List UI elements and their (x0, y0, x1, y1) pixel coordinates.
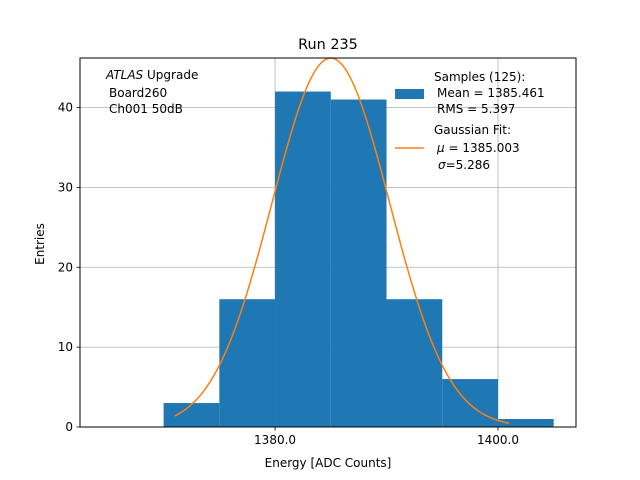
legend-fit-sigma: σ=5.286 (438, 158, 490, 172)
annotation-line-2: Board260 (109, 86, 167, 100)
legend-fit-title: Gaussian Fit: (434, 123, 511, 137)
histogram-bar (386, 299, 443, 427)
legend-bar-swatch (395, 89, 424, 99)
annotation-experiment: ATLAS (105, 68, 144, 82)
histogram-bar (330, 99, 387, 427)
y-tick-label: 0 (65, 420, 73, 434)
legend-samples-rms: RMS = 5.397 (437, 102, 515, 116)
axis-ticks: 1380.0 1400.0 0 10 20 30 40 (58, 101, 519, 447)
legend-samples-mean: Mean = 1385.461 (437, 86, 545, 100)
y-tick-label: 40 (58, 101, 73, 115)
legend-samples-title: Samples (125): (434, 70, 525, 84)
gaussian-fit-layer (174, 57, 510, 424)
x-tick-label: 1380.0 (254, 433, 296, 447)
chart-title: Run 235 (298, 37, 358, 53)
legend: Samples (125): Mean = 1385.461 RMS = 5.3… (395, 70, 545, 172)
y-tick-label: 20 (58, 260, 73, 274)
histogram-bar (219, 299, 276, 427)
histogram-bars (163, 91, 554, 427)
y-tick-label: 10 (58, 340, 73, 354)
legend-fit-mu: μ = 1385.003 (436, 141, 520, 155)
annotation-line-3: Ch001 50dB (109, 102, 183, 116)
gaussian-fit-curve (174, 57, 510, 424)
y-axis-label: Entries (33, 223, 47, 265)
histogram-bar (497, 419, 554, 427)
histogram-bar (442, 379, 498, 427)
axes-frame (79, 57, 577, 428)
annotation-line-1: ATLAS Upgrade (105, 68, 198, 82)
x-axis-label: Energy [ADC Counts] (265, 456, 392, 470)
x-tick-label: 1400.0 (477, 433, 519, 447)
annotation-tag: Upgrade (147, 68, 198, 82)
histogram-bar (163, 403, 220, 427)
atlas-annotation: ATLAS Upgrade Board260 Ch001 50dB (105, 68, 198, 116)
histogram-bar (275, 91, 331, 427)
y-tick-label: 30 (58, 180, 73, 194)
